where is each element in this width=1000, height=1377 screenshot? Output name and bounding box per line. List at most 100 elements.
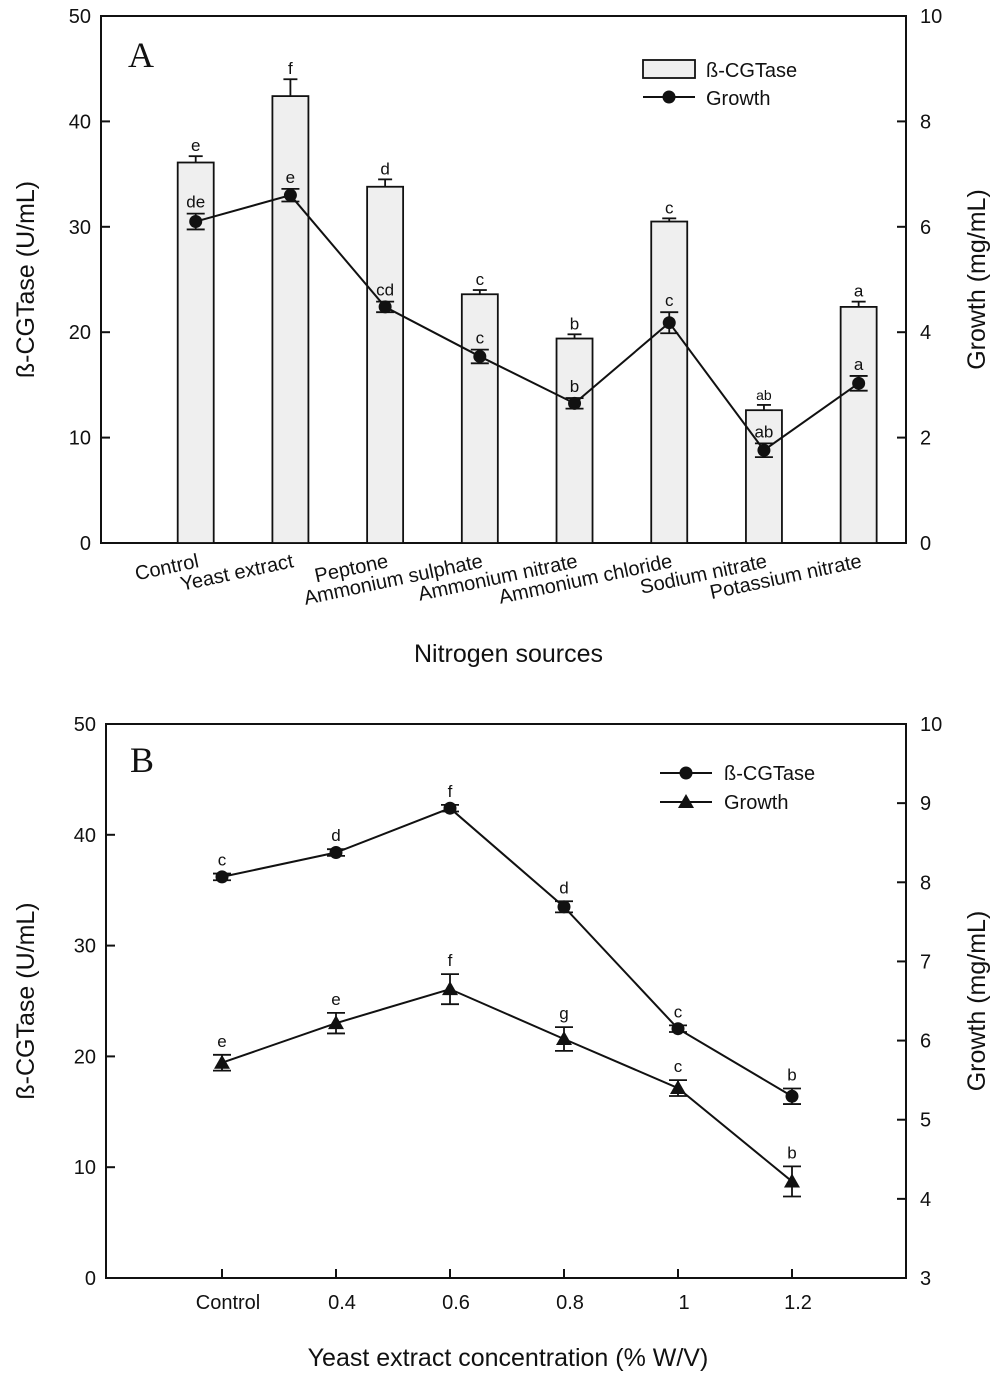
y-tick-label-right: 10 (920, 6, 942, 28)
bar-significance-label: d (380, 159, 389, 178)
growth-point (473, 349, 487, 363)
y-tick-label-left: 20 (74, 1046, 96, 1068)
x-tick-label: 0.6 (442, 1292, 470, 1314)
growth-point (283, 188, 297, 202)
cgtase-significance-label: d (559, 878, 568, 897)
y-tick-label-right: 8 (920, 872, 931, 894)
growth-significance-label: e (217, 1032, 226, 1051)
growth-significance-label: cd (376, 281, 394, 300)
growth-significance-label: c (665, 291, 674, 310)
panel-b: B 0 10 20 30 40 50 3 4 5 6 7 8 9 10 Control 0.4 0.6 0.8 1 1.… (12, 714, 991, 1372)
cgtase-line (221, 807, 793, 1098)
bar-significance-label: c (665, 198, 674, 217)
x-tick-label: 1.2 (784, 1292, 812, 1314)
y-tick-label-left: 20 (69, 322, 91, 344)
cgtase-point (671, 1022, 685, 1036)
growth-point (757, 443, 771, 457)
y-tick-label-left: 50 (74, 714, 96, 736)
y-tick-label-right: 7 (920, 951, 931, 973)
y-tick-label-right: 0 (920, 533, 931, 555)
y-axis-title-left: ß-CGTase (U/mL) (12, 902, 40, 1099)
growth-significance-label: e (331, 990, 340, 1009)
y-tick-label-right: 10 (920, 714, 942, 736)
x-tick-label: 1 (678, 1292, 689, 1314)
y-tick-label-right: 4 (920, 1189, 931, 1211)
growth-significance-label: de (186, 193, 205, 212)
growth-significance-label: c (476, 329, 485, 348)
growth-point (784, 1173, 800, 1188)
x-tick-label: 0.4 (328, 1292, 356, 1314)
growth-point (662, 316, 676, 330)
cgtase-point (557, 900, 571, 914)
cgtase-point (443, 801, 457, 815)
y-tick-label-left: 40 (69, 111, 91, 133)
plot-frame (105, 723, 907, 1279)
bar-cgtase (271, 95, 310, 544)
cgtase-point (329, 846, 343, 860)
legend-label-growth: Growth (706, 88, 770, 110)
x-tick-label: 0.8 (556, 1292, 584, 1314)
bar-cgtase (650, 220, 689, 544)
growth-significance-label: a (854, 355, 864, 374)
growth-line (195, 194, 860, 452)
bar-significance-label: b (570, 314, 579, 333)
bar-significance-label: f (288, 59, 293, 78)
y-tick-label-right: 2 (920, 428, 931, 450)
legend-label-cgtase: ß-CGTase (706, 60, 797, 82)
y-tick-label-left: 0 (80, 533, 91, 555)
growth-point (670, 1080, 686, 1095)
cgtase-significance-label: b (787, 1066, 796, 1085)
cgtase-significance-label: f (448, 782, 453, 801)
growth-point (214, 1054, 230, 1069)
bar-cgtase (839, 306, 878, 544)
growth-significance-label: b (570, 377, 579, 396)
y-tick-label-left: 10 (69, 428, 91, 450)
x-tick-label: Control (196, 1292, 260, 1314)
y-tick-label-right: 9 (920, 793, 931, 815)
cgtase-significance-label: c (218, 851, 227, 870)
growth-significance-label: e (286, 168, 295, 187)
y-tick-label-left: 40 (74, 825, 96, 847)
growth-point (328, 1015, 344, 1030)
growth-line (221, 988, 793, 1183)
growth-point (442, 981, 458, 996)
bar-cgtase (745, 409, 783, 544)
y-tick-label-left: 30 (74, 936, 96, 958)
y-tick-label-right: 6 (920, 217, 931, 239)
bar-significance-label: a (854, 282, 864, 301)
cgtase-significance-label: c (674, 1002, 683, 1021)
y-tick-label-left: 50 (69, 6, 91, 28)
legend-label-growth: Growth (724, 792, 788, 814)
growth-significance-label: ab (754, 422, 773, 441)
bar-cgtase (460, 293, 499, 544)
y-axis-title-right: Growth (mg/mL) (963, 189, 991, 370)
y-tick-label-right: 3 (920, 1268, 931, 1290)
growth-significance-label: c (674, 1057, 683, 1076)
plot-frame (100, 15, 907, 544)
growth-point (556, 1030, 572, 1045)
panel-letter-b: B (130, 740, 154, 780)
bar-significance-label: ab (756, 387, 772, 403)
y-tick-label-left: 0 (85, 1268, 96, 1290)
bar-significance-label: c (476, 270, 485, 289)
bar-cgtase (555, 337, 594, 544)
legend-swatch-triangle (678, 794, 694, 808)
x-axis-title: Yeast extract concentration (% W/V) (308, 1344, 709, 1372)
legend-swatch-circle (679, 766, 693, 780)
y-tick-label-right: 4 (920, 322, 931, 344)
growth-point (568, 396, 582, 410)
panel-letter-a: A (128, 35, 154, 75)
growth-significance-label: b (787, 1143, 796, 1162)
y-tick-label-left: 10 (74, 1157, 96, 1179)
y-tick-label-right: 5 (920, 1110, 931, 1132)
y-tick-label-right: 6 (920, 1031, 931, 1053)
growth-significance-label: f (448, 951, 453, 970)
growth-point (378, 300, 392, 314)
growth-significance-label: g (559, 1004, 568, 1023)
legend-swatch-marker (662, 90, 676, 104)
x-axis-title: Nitrogen sources (414, 640, 603, 668)
legend: ß-CGTase Growth (660, 763, 815, 814)
y-tick-label-right: 8 (920, 111, 931, 133)
